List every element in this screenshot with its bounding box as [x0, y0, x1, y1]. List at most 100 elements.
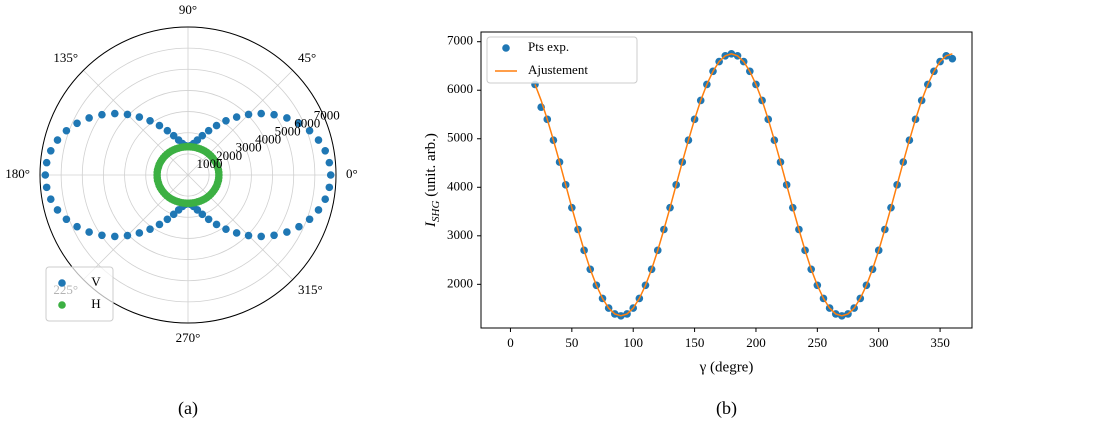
radial-grid-ring [145, 132, 231, 218]
data-point [305, 215, 314, 224]
data-point [198, 131, 207, 140]
data-point [155, 121, 164, 130]
radial-tick-label: 2000 [216, 148, 242, 163]
angle-tick-label: 90° [179, 2, 197, 17]
data-point [174, 136, 183, 144]
x-tick-label: 300 [869, 335, 889, 350]
data-point [270, 110, 278, 119]
radial-tick-label: 6000 [294, 115, 320, 130]
data-point [204, 126, 213, 135]
data-point [325, 158, 334, 167]
data-point [169, 210, 178, 219]
data-point [62, 126, 71, 135]
data-point [135, 229, 144, 237]
x-axis-label: γ (degre) [699, 359, 754, 375]
data-point [244, 231, 253, 240]
data-point [62, 215, 71, 224]
data-point [53, 206, 62, 214]
y-axis-label: ISHG (unit. arb.) [423, 133, 441, 228]
angle-tick-label: 135° [53, 50, 78, 65]
data-point [321, 195, 330, 203]
data-point [169, 131, 178, 140]
data-point [198, 210, 207, 219]
data-point [283, 228, 291, 236]
data-point [283, 114, 291, 122]
data-point [123, 231, 132, 240]
caption: (a) [178, 398, 198, 419]
data-point [232, 113, 241, 121]
x-tick-label: 200 [746, 335, 766, 350]
x-tick-label: 150 [685, 335, 705, 350]
legend-marker [58, 279, 66, 287]
data-point [135, 113, 144, 121]
data-point [222, 116, 230, 125]
data-point [73, 119, 81, 128]
data-point [53, 136, 62, 144]
data-point [314, 206, 323, 214]
y-tick-label: 2000 [447, 275, 473, 290]
x-tick-label: 50 [565, 335, 578, 350]
radial-grid-ring [124, 111, 252, 239]
y-tick-label: 3000 [447, 227, 473, 242]
y-tick-label: 7000 [447, 33, 473, 48]
x-tick-label: 350 [930, 335, 950, 350]
x-tick-label: 0 [507, 335, 514, 350]
polar-frame [39, 26, 337, 324]
data-point [257, 232, 266, 241]
data-point [212, 220, 221, 229]
data-point [270, 231, 278, 240]
caption: (b) [716, 398, 737, 419]
angle-tick-label: 315° [298, 282, 323, 297]
data-point [146, 225, 154, 234]
angle-tick-label: 0° [346, 166, 358, 181]
x-tick-label: 100 [623, 335, 643, 350]
data-point [85, 114, 93, 122]
data-point [222, 225, 230, 234]
angle-tick-label: 180° [5, 166, 30, 181]
x-tick-label: 250 [808, 335, 828, 350]
radial-grid-ring [166, 153, 210, 197]
legend-frame [486, 36, 638, 84]
legend-label: Ajustement [528, 62, 588, 77]
data-point [146, 116, 154, 125]
data-point [46, 147, 55, 155]
y-tick-label: 6000 [447, 81, 473, 96]
legend-label: Pts exp. [528, 39, 569, 54]
data-point [42, 183, 51, 192]
y-tick-label: 4000 [447, 178, 473, 193]
data-point [305, 126, 314, 135]
data-point [98, 231, 106, 240]
data-point [257, 109, 266, 118]
legend-marker [58, 301, 66, 309]
angle-grid-line [187, 70, 293, 176]
legend-frame [45, 266, 114, 322]
data-point [123, 110, 132, 119]
data-point [244, 110, 253, 119]
data-point [232, 229, 241, 237]
radial-tick-label: 7000 [314, 107, 340, 122]
radial-grid-ring [81, 68, 295, 282]
radial-grid-ring [60, 47, 316, 303]
data-point [42, 158, 51, 167]
radial-tick-label: 5000 [275, 124, 301, 139]
data-point [85, 228, 93, 236]
data-point [46, 195, 55, 203]
data-point [110, 109, 119, 118]
plot-frame [480, 31, 973, 329]
radial-tick-label: 3000 [236, 140, 262, 155]
data-point [155, 220, 164, 229]
data-point [948, 54, 957, 63]
y-tick-label: 5000 [447, 130, 473, 145]
data-point [41, 171, 50, 179]
data-point [295, 222, 303, 231]
data-point [326, 171, 335, 179]
data-point [193, 206, 202, 214]
angle-grid-line [187, 174, 293, 280]
angle-grid-line [83, 70, 189, 176]
legend-marker [502, 44, 510, 52]
angle-tick-label: 270° [176, 330, 201, 345]
data-point [321, 147, 330, 155]
angle-tick-label: 45° [298, 50, 316, 65]
data-point [212, 121, 221, 130]
